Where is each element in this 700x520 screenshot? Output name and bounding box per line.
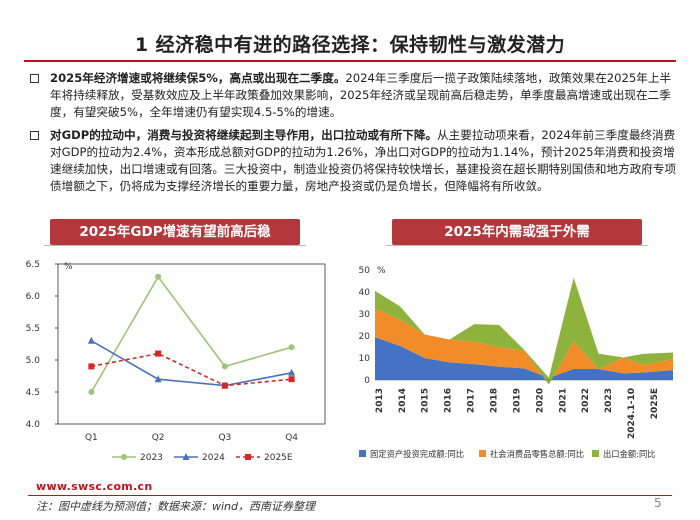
gdp-growth-line-chart: 4.0 4.5 5.0 5.5 6.0 6.5 % Q1 Q2 Q3 Q4 2023 2024 2025E [26, 260, 326, 463]
x-tick-label: 2015 [421, 388, 431, 413]
data-point [88, 389, 95, 395]
plot-frame [57, 263, 326, 425]
left-chart-header: 2025年GDP增速有望前高后稳 [44, 219, 306, 246]
x-tick-label: 2024.1-10 [627, 388, 637, 439]
title-divider [24, 60, 676, 62]
legend-marker [121, 454, 127, 460]
x-tick-label: 2018 [489, 388, 499, 413]
series-line-2025E [91, 352, 292, 387]
x-tick-label: Q3 [218, 433, 231, 443]
x-tick-label: 2020 [535, 388, 545, 413]
y-tick-label: 6.0 [26, 292, 41, 302]
data-point [154, 375, 162, 383]
data-point [87, 336, 95, 344]
x-tick-label: 2014 [398, 388, 408, 413]
data-point [88, 363, 95, 370]
unit-label: % [377, 266, 386, 276]
data-point [155, 273, 162, 280]
x-tick-label: Q2 [152, 433, 165, 443]
page-number: 5 [654, 496, 662, 510]
unit-label: % [64, 262, 73, 272]
data-point [288, 344, 295, 351]
bullet-lead: 2025年经济增速或将继续保5%，高点或出现在二季度。 [50, 71, 346, 85]
x-tick-label: 2022 [581, 388, 591, 413]
legend-marker [245, 454, 251, 460]
legend-label: 2023 [140, 453, 163, 463]
y-tick-label: 5.5 [26, 324, 40, 334]
y-tick-label: 4.5 [26, 388, 40, 398]
area-社会消费品零售总额:同比 [375, 308, 673, 385]
footer-divider [28, 495, 672, 496]
y-tick-label: 40 [359, 288, 371, 298]
y-tick-label: 0 [364, 376, 370, 386]
x-tick-label: 2021 [558, 388, 568, 413]
y-tick-label: 20 [359, 332, 371, 342]
x-tick-label: 2017 [467, 388, 477, 413]
data-point [221, 382, 228, 389]
bullet-list: 2025年经济增速或将继续保5%，高点或出现在二季度。2024年三季度后一揽子政… [28, 70, 678, 201]
right-chart-header: 2025年内需或强于外需 [386, 219, 648, 246]
y-tick-label: 6.5 [26, 260, 40, 270]
x-tick-label: 2013 [375, 388, 385, 413]
legend-swatch [359, 450, 366, 457]
area-出口金额:同比 [375, 277, 673, 385]
series-line-2024 [90, 340, 292, 387]
y-tick-label: 30 [359, 310, 371, 320]
page-title: 1 经济稳中有进的路径选择：保持韧性与激发潜力 [134, 34, 566, 56]
y-tick-label: 5.0 [26, 356, 41, 366]
square-bullet-icon [30, 131, 39, 140]
series-line-2023 [90, 275, 292, 393]
y-tick-label: 50 [359, 266, 371, 276]
legend-label: 社会消费品零售总额:同比 [490, 449, 584, 459]
x-tick-label: 2023 [604, 388, 614, 413]
x-tick-label: 2019 [512, 388, 522, 413]
data-point [221, 363, 228, 370]
legend-marker [182, 453, 190, 460]
bullet-text: 从主要拉动项来看，2024年前三季度最终消费对GDP的拉动为2.4%，资本形成总… [50, 128, 677, 193]
bullet-item: 对GDP的拉动中，消费与投资将继续起到主导作用，出口拉动或有所下降。从主要拉动项… [28, 127, 678, 195]
legend-label: 2024 [202, 453, 225, 463]
x-tick-label: 2016 [444, 388, 454, 413]
y-tick-label: 10 [359, 354, 371, 364]
data-point [155, 350, 162, 357]
area-固定资产投资完成额:同比 [375, 337, 673, 380]
bullet-text: 2024年三季度后一揽子政策陆续落地，政策效果在2025年上半年将持续释放，受基… [50, 71, 672, 119]
legend-label: 固定资产投资完成额:同比 [370, 449, 464, 459]
y-tick-label: 4.0 [26, 420, 41, 430]
x-tick-label: Q4 [285, 433, 298, 443]
bullet-item: 2025年经济增速或将继续保5%，高点或出现在二季度。2024年三季度后一揽子政… [28, 70, 678, 121]
square-bullet-icon [30, 74, 39, 83]
data-point [288, 376, 295, 383]
legend-label: 出口金额:同比 [603, 449, 656, 459]
data-point [288, 368, 296, 376]
x-tick-label: 2025E [650, 388, 660, 419]
demand-area-chart: 0 10 20 30 40 50 % 2013 2014 2015 2016 2017 2018 2019… [359, 266, 673, 459]
bullet-lead: 对GDP的拉动中，消费与投资将继续起到主导作用，出口拉动或有所下降。 [50, 128, 438, 142]
legend-label: 2025E [264, 453, 293, 463]
website-link[interactable]: www.swsc.com.cn [36, 480, 153, 493]
source-note: 注：图中虚线为预测值；数据来源：wind，西南证券整理 [36, 500, 316, 513]
legend-swatch [592, 450, 599, 457]
legend-swatch [479, 450, 486, 457]
x-tick-label: Q1 [85, 433, 98, 443]
